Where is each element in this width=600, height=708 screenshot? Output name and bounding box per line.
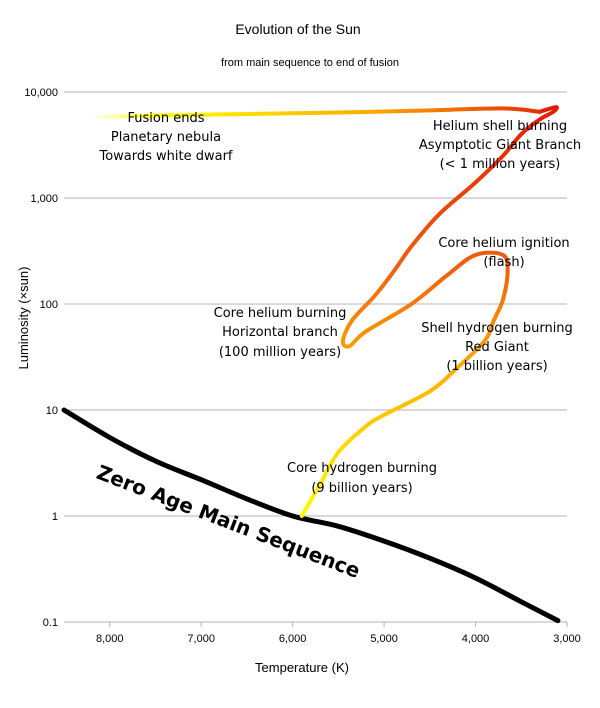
y-axis-ticks: 10,000 1,000 100 10 1 0.1 (24, 87, 58, 629)
y-tick-label: 100 (40, 299, 58, 311)
y-axis-label: Luminosity (×sun) (16, 267, 31, 370)
annotation-shell-hydrogen: Shell hydrogen burning Red Giant (1 bill… (421, 321, 573, 374)
x-tick-label: 6,000 (279, 633, 307, 645)
annotation-line: Core hydrogen burning (287, 461, 437, 476)
annotation-core-helium-ignition: Core helium ignition (flash) (438, 236, 569, 270)
annotation-line: Towards white dwarf (98, 149, 232, 164)
y-tick-label: 1 (52, 511, 58, 523)
annotation-line: Core helium ignition (438, 236, 569, 251)
annotation-line: Shell hydrogen burning (421, 321, 573, 336)
annotation-line: Core helium burning (214, 306, 347, 321)
annotation-line: (9 billion years) (311, 481, 412, 496)
x-tick-label: 3,000 (553, 633, 581, 645)
annotation-line: Fusion ends (128, 111, 205, 126)
agb-tail (84, 106, 542, 120)
x-tick-label: 8,000 (96, 633, 124, 645)
x-tick-label: 5,000 (370, 633, 398, 645)
sun-evolution-track (299, 105, 559, 518)
x-tick-label: 7,000 (187, 633, 215, 645)
annotation-line: (flash) (483, 255, 524, 270)
y-tick-label: 1,000 (30, 193, 58, 205)
annotation-line: Planetary nebula (111, 130, 221, 145)
annotation-fusion-ends: Fusion ends Planetary nebula Towards whi… (98, 111, 232, 164)
x-axis-label: Temperature (K) (255, 660, 349, 675)
zams-curve (61, 407, 561, 624)
annotation-line: Helium shell burning (433, 119, 567, 134)
chart-subtitle: from main sequence to end of fusion (221, 57, 399, 69)
annotation-line: Asymptotic Giant Branch (419, 138, 581, 153)
y-tick-label: 10 (46, 405, 58, 417)
y-tick-label: 0.1 (43, 617, 58, 629)
annotation-line: (< 1 million years) (440, 157, 561, 172)
x-axis-ticks: 8,000 7,000 6,000 5,000 4,000 3,000 (96, 622, 581, 645)
y-tick-label: 10,000 (24, 87, 58, 99)
annotation-line: Horizontal branch (222, 325, 338, 340)
chart-title: Evolution of the Sun (235, 21, 360, 37)
annotation-line: (100 million years) (219, 345, 341, 360)
annotation-core-helium-burning: Core helium burning Horizontal branch (1… (214, 306, 347, 360)
annotation-core-hydrogen: Core hydrogen burning (9 billion years) (287, 461, 437, 496)
x-tick-label: 4,000 (462, 633, 490, 645)
annotation-helium-shell: Helium shell burning Asymptotic Giant Br… (419, 119, 581, 172)
annotation-line: (1 billion years) (446, 359, 547, 374)
annotation-line: Red Giant (465, 340, 529, 355)
